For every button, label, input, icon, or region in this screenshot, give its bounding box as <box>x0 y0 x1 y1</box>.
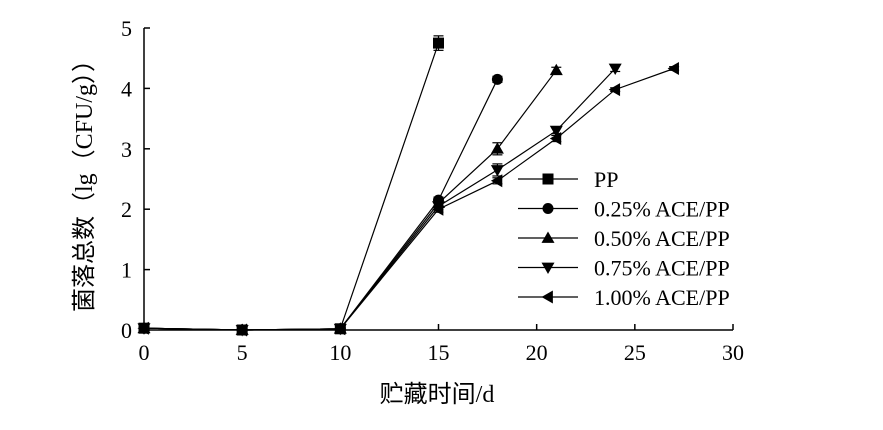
data-point <box>491 73 503 85</box>
data-point <box>549 63 563 76</box>
data-point <box>608 83 621 97</box>
y-tick-label: 1 <box>121 258 132 283</box>
y-tick-label: 5 <box>121 16 132 41</box>
y-tick-label: 0 <box>121 318 132 343</box>
legend-item-4: 0.75% ACE/PP <box>518 256 730 281</box>
y-tick-label: 4 <box>121 76 132 101</box>
legend-label: 0.25% ACE/PP <box>594 197 730 222</box>
data-point <box>549 132 562 146</box>
x-tick-label: 25 <box>624 340 646 365</box>
series-layer <box>137 35 680 337</box>
series-5 <box>137 61 680 337</box>
legend-marker <box>541 231 555 243</box>
data-point <box>433 37 444 49</box>
legend-label: 1.00% ACE/PP <box>594 285 730 310</box>
legend-label: 0.75% ACE/PP <box>594 256 730 281</box>
data-point <box>490 165 504 177</box>
series-line <box>143 67 675 331</box>
data-point <box>137 321 149 335</box>
data-point <box>490 142 504 154</box>
legend-item-1: PP <box>518 167 618 192</box>
y-axis-title: 菌落总数（lg（CFU/g）） <box>71 48 98 312</box>
x-tick-label: 5 <box>237 340 248 365</box>
legend: PP 0.25% ACE/PP 0.50% ACE/PP 0.75% ACE/PP 1.… <box>518 167 730 310</box>
data-point <box>608 63 622 75</box>
x-tick-label: 30 <box>722 340 744 365</box>
legend-label: 0.50% ACE/PP <box>594 226 730 251</box>
y-tick-label: 2 <box>121 197 132 222</box>
x-tick-label: 10 <box>329 340 351 365</box>
legend-marker <box>541 290 553 304</box>
legend-item-2: 0.25% ACE/PP <box>518 197 730 222</box>
data-point <box>235 323 248 337</box>
legend-marker <box>541 262 555 274</box>
series-line <box>143 69 557 331</box>
data-point <box>333 322 346 336</box>
legend-item-3: 0.50% ACE/PP <box>518 226 730 251</box>
legend-item-5: 1.00% ACE/PP <box>518 285 730 310</box>
series-line <box>143 68 616 331</box>
data-point <box>490 174 503 188</box>
series-3 <box>137 63 563 335</box>
series-line <box>143 79 498 331</box>
data-point <box>549 125 563 138</box>
axes: 0 5 10 15 20 25 30 0 1 2 3 4 5 <box>121 16 744 365</box>
series-line <box>143 42 440 331</box>
legend-marker <box>542 203 554 214</box>
legend-label: PP <box>594 167 618 192</box>
y-tick-label: 3 <box>121 137 132 162</box>
data-point <box>432 202 444 216</box>
x-tick-label: 20 <box>526 340 548 365</box>
legend-marker <box>542 173 554 185</box>
data-point <box>667 61 679 75</box>
x-axis-title: 贮藏时间/d <box>380 381 495 408</box>
x-tick-label: 0 <box>139 340 150 365</box>
x-tick-label: 15 <box>428 340 450 365</box>
series-1 <box>138 35 444 336</box>
